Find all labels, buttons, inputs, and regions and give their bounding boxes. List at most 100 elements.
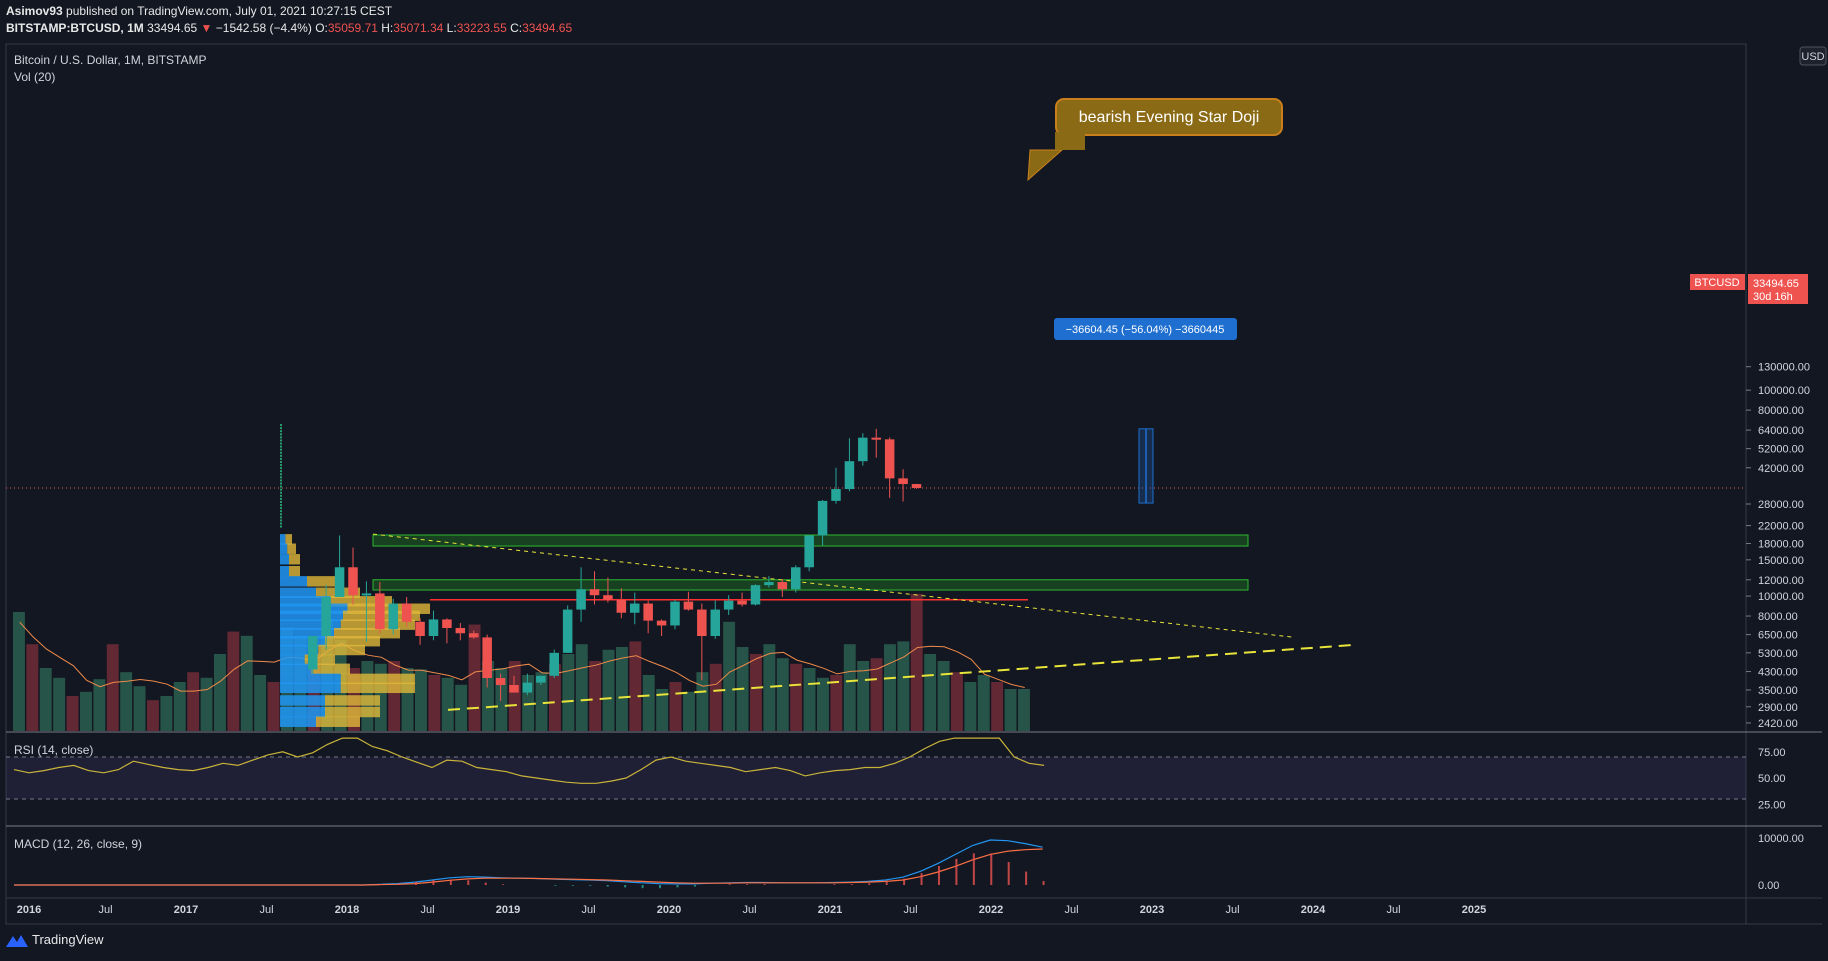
price-tick-label: 64000.00 [1758, 425, 1804, 437]
volume-profile-bar [280, 644, 319, 656]
volume-bar [870, 658, 883, 731]
macd-legend: MACD (12, 26, close, 9) [14, 837, 142, 851]
macd-histogram-bar [380, 884, 383, 885]
volume-profile-tick [280, 519, 282, 522]
price-tick-label: 52000.00 [1758, 444, 1804, 456]
time-tick-label: 2021 [818, 904, 842, 916]
volume-bar [522, 675, 535, 731]
currency-badge[interactable]: USD [1799, 46, 1827, 66]
volume-profile-bar [304, 654, 335, 665]
currency-label: USD [1801, 51, 1824, 63]
macd-histogram-bar [449, 879, 452, 885]
volume-bar [39, 668, 52, 731]
volume-profile-tick [280, 454, 282, 457]
volume-profile-tick [280, 497, 282, 500]
candle-body [603, 595, 613, 600]
price-tick-label: 130000.00 [1758, 362, 1810, 374]
volume-profile-tick [280, 510, 282, 513]
macd-histogram-bar [502, 884, 505, 885]
change: −1542.58 (−4.4%) [215, 21, 312, 35]
open-label: O: [315, 21, 328, 35]
price-tick-label: 2900.00 [1758, 702, 1798, 714]
low-label: L: [446, 21, 457, 35]
volume-profile-bar [340, 673, 415, 685]
candle-body [858, 437, 868, 462]
price-tick-label: 2420.00 [1758, 718, 1798, 730]
price-tag: BTCUSD 33494.65 30d 16h [1690, 274, 1808, 304]
volume-bar [66, 696, 79, 731]
volume-profile-tick [280, 457, 282, 460]
candle-body [831, 489, 841, 501]
candle-body [656, 620, 667, 626]
volume-bar [133, 686, 146, 731]
macd-histogram-bar [850, 884, 853, 885]
volume-profile-tick [280, 470, 282, 473]
volume-ma-line [19, 621, 1025, 692]
volume-profile-bar [280, 706, 325, 718]
macd-histogram-bar [1007, 862, 1010, 885]
volume-profile-bar [280, 619, 341, 630]
rsi-pane: 75.00 50.00 25.00 [6, 737, 1786, 811]
close-value: 33494.65 [522, 21, 573, 35]
time-tick-label: Jul [903, 904, 917, 916]
tradingview-brand[interactable]: TradingView [6, 932, 104, 947]
candle-body [375, 593, 385, 630]
volume-profile-tick [280, 482, 282, 485]
volume-bar [884, 644, 896, 731]
volume-profile-bar [289, 565, 300, 577]
publish-info: Asimov93 published on TradingView.com, J… [6, 4, 392, 18]
price-axis[interactable]: 130000.00 100000.00 80000.00 64000.00 52000.… [1746, 362, 1810, 730]
volume-bar [549, 663, 561, 731]
volume-profile-bar [287, 543, 296, 554]
time-tick-label: Jul [1225, 904, 1239, 916]
volume-profile-tick [280, 445, 282, 448]
candle-body [415, 621, 425, 636]
time-axis[interactable]: 2016 Jul 2017 Jul 2018 Jul 2019 Jul 2020 Jul 2021 J… [17, 904, 1486, 916]
macd-histogram-bar [920, 873, 923, 885]
volume-profile-tick [280, 507, 282, 510]
volume-profile-tick [280, 436, 282, 439]
callout-annotation[interactable]: bearish Evening Star Doji [1027, 98, 1283, 182]
volume-bar [227, 631, 240, 731]
time-tick-label: Jul [581, 904, 595, 916]
candle-body [884, 439, 895, 479]
macd-histogram-bar [972, 853, 975, 885]
volume-profile-tick [280, 525, 282, 528]
volume-profile-bar [325, 706, 380, 718]
candle-body [562, 609, 573, 653]
volume-bar [441, 677, 454, 731]
macd-histogram-bar [606, 885, 609, 887]
volume-profile-bar [280, 596, 331, 607]
candle-body [670, 601, 680, 626]
candle-body [549, 652, 559, 676]
time-tick-label: 2023 [1140, 904, 1164, 916]
volume-bar [964, 682, 977, 731]
volume-profile-tick [280, 479, 282, 482]
volume-bar [669, 682, 682, 731]
volume-profile-tick [280, 494, 282, 497]
volume-bar [910, 593, 923, 731]
candle-body [495, 678, 506, 685]
volume-profile-tick [280, 485, 282, 488]
open-value: 35059.71 [327, 21, 378, 35]
volume-bar [1018, 689, 1030, 731]
callout-text: bearish Evening Star Doji [1079, 109, 1260, 126]
price-tick-label: 22000.00 [1758, 521, 1804, 533]
volume-bar [562, 654, 575, 731]
candle-body [804, 535, 814, 568]
candle-body [898, 478, 908, 485]
volume-bar [642, 675, 655, 731]
volume-bars [13, 593, 1030, 731]
macd-histogram-bar [624, 885, 627, 888]
author[interactable]: Asimov93 [6, 4, 63, 18]
macd-tick-label: 10000.00 [1758, 833, 1804, 845]
volume-profile-bar [280, 627, 334, 639]
candle-body [616, 599, 627, 613]
macd-histogram-bar [903, 878, 906, 885]
rsi-tick-label: 25.00 [1758, 799, 1786, 811]
candle-body [576, 589, 586, 610]
trend-lines[interactable]: −36604.45 (−56.04%) −3660445 [6, 318, 1746, 711]
volume-bar [750, 654, 762, 731]
macd-histogram-bar [833, 884, 836, 885]
